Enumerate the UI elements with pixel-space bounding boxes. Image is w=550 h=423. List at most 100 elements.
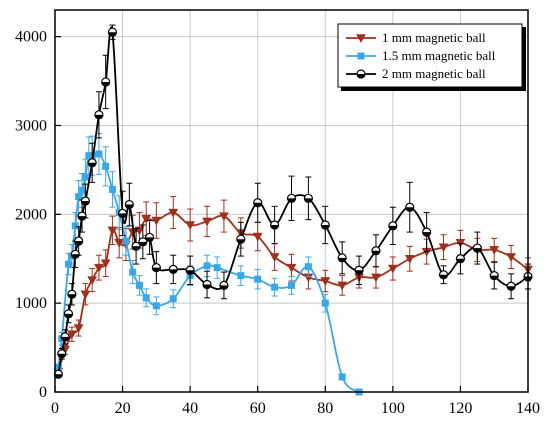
marker-fill (101, 81, 110, 86)
data-point (371, 246, 381, 256)
marker-fill (169, 269, 178, 274)
data-point (142, 294, 150, 302)
x-tick-label: 120 (448, 400, 472, 417)
data-point (73, 324, 84, 334)
data-point (455, 254, 466, 264)
series-3 (53, 24, 533, 379)
marker-fill (152, 267, 161, 272)
data-point (202, 217, 212, 227)
y-tick-label: 3000 (15, 117, 47, 134)
data-point (387, 264, 398, 274)
data-point (145, 232, 155, 243)
data-point (107, 226, 118, 236)
data-point (506, 281, 516, 291)
data-point (337, 253, 347, 263)
data-point (438, 243, 449, 253)
data-point (122, 237, 130, 245)
data-point (65, 260, 73, 268)
data-point (80, 196, 91, 206)
marker-fill (203, 284, 212, 289)
data-point (87, 276, 98, 286)
marker-fill (439, 274, 448, 279)
series-line (57, 211, 529, 372)
legend-marker (357, 52, 365, 60)
data-point (203, 262, 211, 270)
marker-fill (186, 270, 195, 275)
x-tick-label: 0 (51, 400, 59, 417)
data-point (202, 279, 212, 290)
data-point (320, 277, 331, 286)
series-layer (53, 24, 533, 396)
data-point (138, 237, 148, 247)
legend-label: 1.5 mm magnetic ball (382, 48, 496, 63)
data-point (107, 27, 118, 37)
data-point (286, 193, 297, 203)
marker-fill (253, 202, 262, 207)
data-point (152, 302, 160, 310)
axis-ticks: 0 20 40 60 80 100 120 140 0 1000 2000 3000 4000 (15, 29, 540, 417)
x-tick-label: 140 (516, 400, 540, 417)
data-point (213, 264, 221, 272)
y-tick-label: 2000 (15, 206, 47, 223)
marker-fill (304, 198, 313, 203)
data-point (168, 264, 178, 275)
marker-fill (507, 286, 516, 291)
marker-fill (54, 374, 63, 379)
data-point (67, 289, 77, 299)
data-point (271, 283, 279, 291)
data-point (63, 309, 74, 319)
data-point (129, 268, 137, 276)
data-point (236, 234, 246, 244)
data-point (168, 208, 179, 218)
x-tick-label: 80 (317, 400, 333, 417)
data-point (254, 275, 262, 283)
marker-fill (81, 201, 90, 205)
marker-fill (321, 224, 330, 229)
data-point (422, 227, 432, 237)
marker-fill (118, 213, 127, 218)
data-point (219, 212, 229, 222)
marker-fill (473, 248, 482, 253)
x-tick-label: 100 (381, 400, 405, 417)
marker-fill (219, 285, 228, 290)
data-point (124, 199, 134, 210)
y-tick-label: 1000 (15, 295, 47, 312)
data-point (135, 281, 143, 289)
data-point (472, 243, 482, 253)
data-point (506, 253, 517, 262)
legend-marker (356, 69, 366, 79)
data-point (151, 263, 161, 273)
marker-fill (405, 207, 414, 212)
data-point (100, 259, 111, 269)
data-point (80, 290, 91, 300)
data-point (185, 221, 196, 230)
data-point (270, 220, 280, 230)
marker-fill (108, 32, 117, 37)
legend-label: 1 mm magnetic ball (382, 30, 486, 45)
marker-fill (388, 225, 397, 230)
marker-fill (78, 216, 87, 221)
marker-fill (422, 232, 431, 237)
data-point (60, 332, 70, 342)
data-point (70, 249, 80, 259)
marker-fill (456, 258, 465, 263)
x-tick-label: 20 (115, 400, 131, 417)
data-point (108, 185, 116, 193)
data-point (489, 271, 499, 281)
marker-fill (57, 353, 66, 358)
data-point (95, 150, 103, 158)
marker-fill (74, 240, 83, 245)
data-point (252, 232, 263, 242)
data-point (102, 162, 110, 170)
data-point (286, 263, 297, 273)
legend: 1 mm magnetic ball 1.5 mm magnetic ball 2 … (337, 23, 526, 91)
marker-fill (71, 254, 80, 259)
data-point (304, 263, 312, 271)
data-point (81, 173, 89, 181)
marker-fill (357, 74, 365, 78)
data-point (74, 236, 84, 246)
x-tick-label: 40 (182, 400, 198, 417)
data-point (404, 254, 415, 264)
data-point (438, 270, 449, 280)
y-tick-label: 0 (39, 384, 47, 401)
